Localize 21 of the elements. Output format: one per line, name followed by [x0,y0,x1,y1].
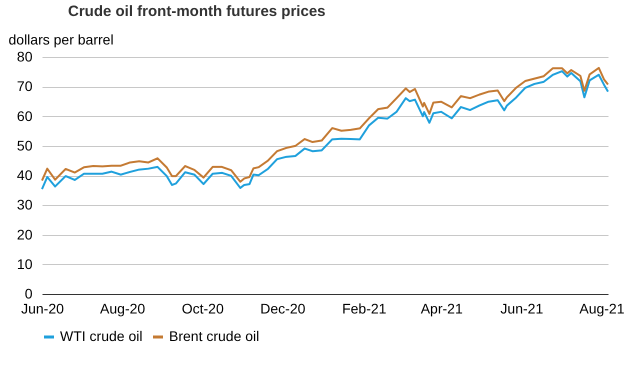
x-tick-label: Aug-20 [100,300,146,316]
x-tick-label: Feb-21 [342,300,387,316]
y-tick-label: 70 [16,78,33,94]
x-tick-label: Oct-20 [182,300,224,316]
y-tick-label: 20 [16,226,33,242]
y-tick-label: 30 [16,196,33,213]
x-tick-label: Jun-21 [500,300,544,316]
y-tick-label: 10 [16,256,33,272]
chart-title: Crude oil front-month futures prices [68,3,326,20]
y-tick-label: 50 [16,137,33,154]
x-tick-label: Apr-21 [420,300,463,316]
y-tick-label: 80 [16,48,33,64]
x-tick-label: Jun-20 [21,300,64,316]
legend-label: Brent crude oil [169,328,260,344]
y-tick-label: 0 [24,286,33,302]
y-tick-label: 40 [16,167,33,183]
x-tick-label: Dec-20 [260,300,306,316]
legend-label: WTI crude oil [60,328,142,344]
y-axis-title: dollars per barrel [8,32,114,48]
x-tick-label: Aug-21 [579,300,625,316]
y-tick-label: 60 [16,108,33,124]
